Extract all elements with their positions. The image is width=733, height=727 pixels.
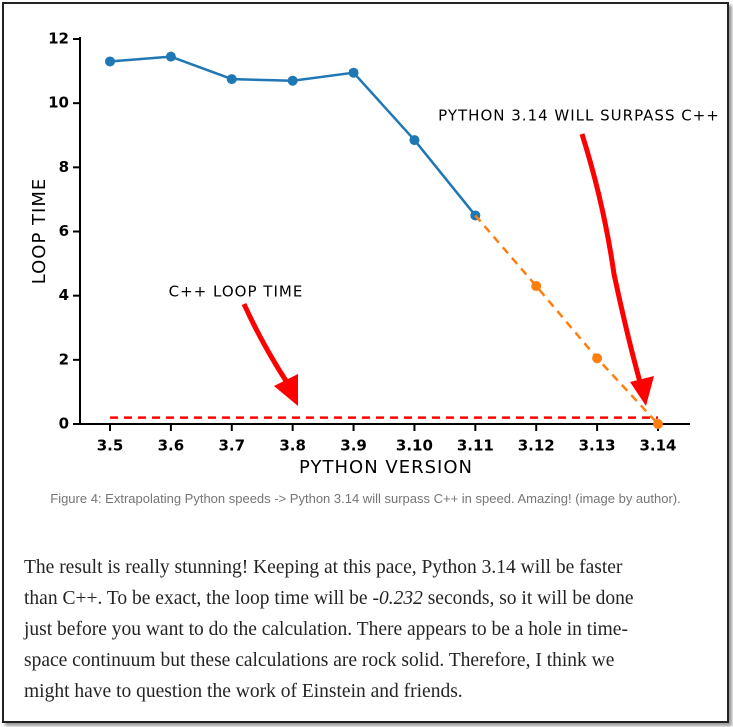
y-tick-label: 2 <box>59 350 69 368</box>
text-line: just before you want to do the calculati… <box>24 614 714 645</box>
x-tick-label: 3.10 <box>396 437 433 455</box>
x-tick-label: 3.14 <box>639 437 676 455</box>
text: might have to question the work of Einst… <box>24 681 463 702</box>
data-point <box>592 353 603 364</box>
x-tick-label: 3.9 <box>340 437 367 455</box>
text: seconds, so it will be done <box>422 588 634 609</box>
x-tick-label: 3.11 <box>457 437 494 455</box>
text-line: than C++. To be exact, the loop time wil… <box>24 583 714 614</box>
text-line: The result is really stunning! Keeping a… <box>24 552 714 583</box>
y-tick-label: 6 <box>59 222 69 240</box>
text: The result is really stunning! Keeping a… <box>24 557 623 578</box>
x-tick-label: 3.7 <box>218 437 245 455</box>
y-tick-label: 10 <box>48 94 69 112</box>
x-tick-label: 3.8 <box>279 437 306 455</box>
data-point <box>165 51 176 62</box>
y-axis-title: LOOP TIME <box>29 178 50 285</box>
data-point <box>287 75 298 86</box>
arrow-head <box>630 376 654 406</box>
text-line: space continuum but these calculations a… <box>24 645 714 676</box>
text: than C++. To be exact, the loop time wil… <box>24 588 373 609</box>
arrow-head <box>274 374 298 406</box>
arrow <box>579 133 645 390</box>
annotation: PYTHON 3.14 WILL SURPASS C++ <box>438 107 720 125</box>
x-tick-label: 3.5 <box>97 437 124 455</box>
y-tick-label: 12 <box>48 30 69 48</box>
y-tick-label: 4 <box>59 286 69 304</box>
data-point <box>105 56 115 67</box>
data-point <box>653 419 663 429</box>
chart: 0 2 4 6 8 10 12 3.5 3.6 3.7 3.8 3.9 3.10 3.11 3.12 3.13… <box>29 30 720 479</box>
paragraph: The result is really stunning! Keeping a… <box>24 552 714 707</box>
series-line <box>474 214 659 425</box>
data-point <box>531 281 542 292</box>
figure-caption: Figure 4: Extrapolating Python speeds ->… <box>50 491 681 506</box>
x-tick-label: 3.12 <box>518 437 555 455</box>
text: space continuum but these calculations a… <box>24 650 615 671</box>
annotation: C++ LOOP TIME <box>169 283 304 301</box>
data-point <box>409 135 420 146</box>
text: just before you want to do the calculati… <box>24 619 628 640</box>
arrow <box>241 302 291 386</box>
y-tick-label: 8 <box>59 158 69 176</box>
x-axis-title: PYTHON VERSION <box>299 457 473 478</box>
x-tick-label: 3.13 <box>579 437 616 455</box>
data-point <box>226 74 237 85</box>
data-point <box>348 67 359 78</box>
italic-text: -0.232 <box>372 588 423 609</box>
y-tick-label: 0 <box>59 415 69 433</box>
text-line: might have to question the work of Einst… <box>24 676 714 707</box>
x-tick-label: 3.6 <box>158 437 185 455</box>
